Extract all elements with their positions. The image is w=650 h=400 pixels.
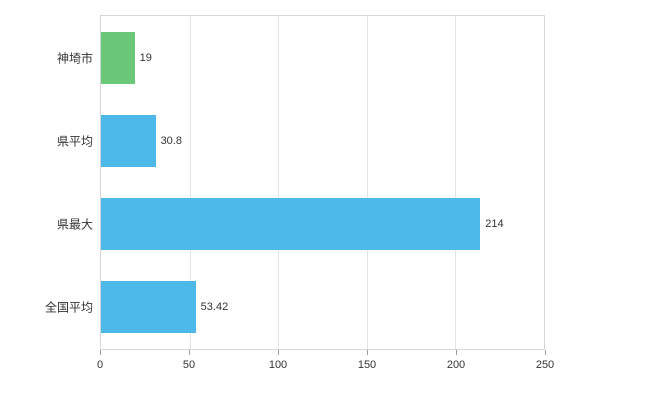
value-label: 19	[139, 51, 152, 64]
bar-row: 全国平均 53.42	[45, 266, 544, 349]
x-axis: 0 50 100 150 200 250	[96, 350, 554, 380]
bar-row: 神埼市 19	[57, 16, 544, 99]
category-label: 神埼市	[56, 51, 93, 66]
x-tick-label: 150	[357, 359, 377, 371]
x-tick-mark	[366, 350, 368, 355]
x-tick-mark	[277, 350, 279, 355]
gridline	[189, 16, 191, 349]
x-tick-mark	[544, 350, 546, 355]
x-tick-mark	[455, 350, 457, 355]
x-tick-label: 100	[268, 359, 288, 371]
x-tick-mark	[188, 350, 190, 355]
gridline	[366, 16, 368, 349]
gridline	[278, 16, 280, 349]
bar-県最大: 県最大 214	[57, 198, 504, 251]
bar-row: 県最大 214	[57, 183, 544, 266]
x-tick-label: 250	[535, 359, 555, 371]
value-label: 214	[485, 218, 504, 231]
category-label: 県平均	[56, 134, 93, 149]
category-label: 県最大	[56, 217, 93, 232]
gridline	[455, 16, 457, 349]
category-label: 全国平均	[44, 300, 93, 315]
x-tick-label: 50	[182, 359, 196, 371]
bar-神埼市: 神埼市 19	[57, 31, 152, 84]
bar-全国平均: 全国平均 53.42	[45, 281, 228, 334]
bar-県平均: 県平均 30.8	[57, 114, 182, 167]
bar-row: 県平均 30.8	[57, 99, 544, 182]
x-tick-label: 200	[446, 359, 466, 371]
plot-area: 神埼市 19 県平均 30.8 県最大 214 全国平均 53.42	[45, 15, 545, 350]
x-tick-label: 0	[96, 359, 104, 371]
x-tick-mark	[99, 350, 101, 355]
value-label: 53.42	[200, 301, 229, 314]
value-label: 30.8	[160, 134, 182, 147]
